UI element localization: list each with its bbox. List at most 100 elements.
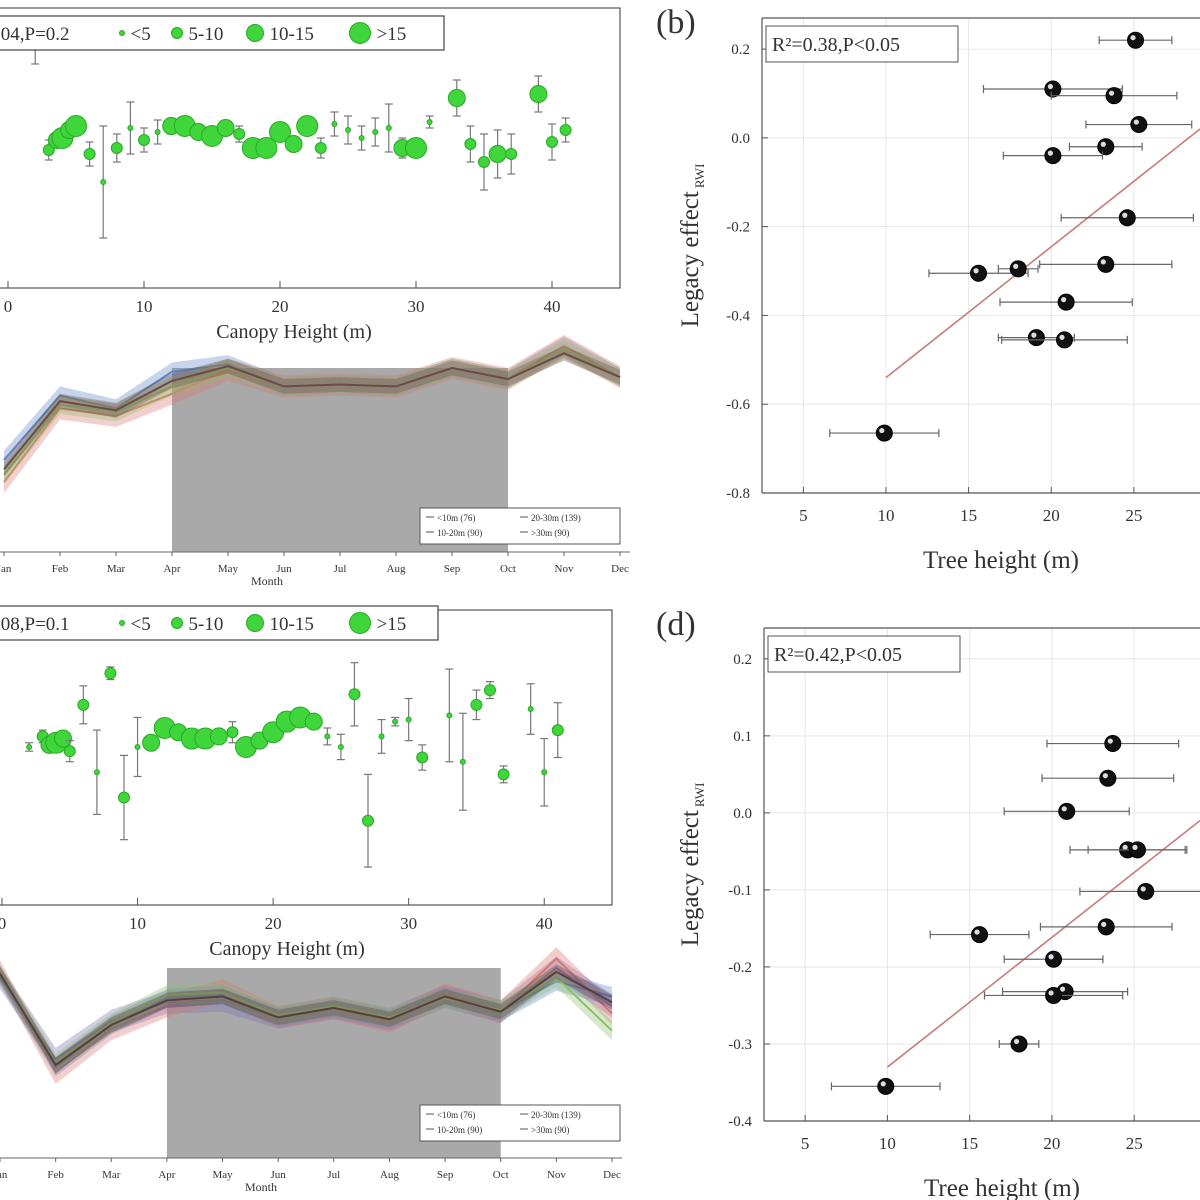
data-point-highlight [1100, 141, 1106, 147]
data-point [154, 129, 161, 135]
data-point-highlight [1132, 844, 1138, 850]
y-tick-label: -0.4 [728, 1114, 752, 1130]
x-tick-label: 30 [408, 297, 425, 316]
data-point-highlight [974, 929, 980, 935]
stat-box [765, 25, 959, 63]
data-point [378, 733, 385, 740]
data-point [405, 137, 427, 159]
panel-d: (d) 5 10 15 20 25 -0.4 -0.3 -0.2 -0.1 0.0 0.1 0.2 Tr… [656, 606, 1200, 1200]
data-point [110, 142, 123, 154]
legend-label: 10-15 [270, 24, 314, 45]
month-label: Dec [603, 1169, 621, 1181]
data-point [77, 698, 90, 711]
month-label: Aug [380, 1169, 399, 1181]
y-tick-label: 0.0 [731, 131, 750, 147]
data-point [1045, 986, 1063, 1004]
data-point [142, 733, 161, 752]
data-point [284, 135, 303, 153]
data-point [527, 706, 534, 713]
top-left-monthly-panel: Jan Feb Mar Apr May Jun Jul Aug Sep Oct Nov Dec Mont… [0, 334, 630, 588]
y-tick-label: -0.1 [728, 883, 752, 899]
data-point [1044, 147, 1062, 165]
data-point-highlight [1031, 332, 1037, 338]
y-tick-label: -0.8 [726, 486, 750, 502]
month-label: May [218, 563, 239, 575]
data-point [26, 743, 33, 750]
x-axis-label: Month [251, 574, 283, 588]
data-point [1099, 769, 1117, 787]
month-label: Jul [334, 563, 347, 575]
data-point [372, 129, 379, 135]
month-label: Jul [327, 1169, 340, 1181]
data-point [324, 733, 331, 740]
data-point [497, 768, 510, 781]
data-point [337, 743, 344, 750]
series-band [0, 964, 612, 1073]
data-point-highlight [1122, 844, 1128, 850]
data-point [269, 121, 291, 143]
x-tick-label: 25 [1126, 1134, 1143, 1153]
data-point [331, 121, 338, 127]
month-label: Oct [493, 1169, 509, 1181]
data-point-highlight [879, 427, 885, 434]
data-point [314, 142, 327, 154]
month-label: Feb [47, 1169, 64, 1181]
legend-box [419, 507, 621, 545]
data-point [1137, 882, 1155, 900]
legend-label: >15 [377, 24, 407, 45]
data-point [385, 125, 392, 131]
y-tick-label: -0.2 [726, 220, 750, 236]
legend-label: 10-20m (90) [437, 1125, 482, 1135]
month-label: Nov [555, 563, 574, 575]
data-point [216, 119, 235, 137]
x-tick-label: 30 [400, 914, 417, 933]
data-point-highlight [1122, 212, 1128, 218]
y-tick-label: 0.2 [733, 652, 752, 668]
x-tick-label: 25 [1125, 506, 1142, 525]
data-point [505, 148, 518, 160]
data-point-highlight [1047, 83, 1053, 90]
legend-label: >15 [377, 614, 407, 635]
data-point [1027, 329, 1045, 347]
data-point [478, 156, 490, 168]
data-point [42, 144, 55, 156]
x-tick-label: 20 [1043, 506, 1060, 525]
data-point [551, 724, 564, 737]
data-point [875, 424, 893, 442]
month-label: Oct [500, 563, 516, 575]
x-tick-label: 20 [272, 297, 289, 316]
legend-label: 10-20m (90) [437, 528, 482, 538]
data-point [459, 758, 466, 765]
data-point [546, 136, 558, 148]
data-point-highlight [1013, 1038, 1020, 1045]
data-point-highlight [1140, 886, 1146, 892]
data-point [93, 769, 100, 776]
legend-marker [119, 620, 125, 626]
data-point-highlight [1061, 297, 1067, 303]
month-label: Apr [158, 1169, 175, 1181]
stat-text: R²=0.42,P<0.05 [774, 644, 902, 666]
data-point [529, 85, 548, 103]
data-point-highlight [1130, 35, 1136, 41]
month-label: Mar [107, 563, 126, 575]
data-point-highlight [1013, 263, 1019, 269]
data-point [559, 124, 572, 136]
data-point [83, 148, 96, 160]
data-point-highlight [1061, 806, 1067, 812]
data-point [1057, 293, 1075, 311]
month-label: Jun [276, 563, 292, 575]
data-point-highlight [1107, 738, 1113, 744]
series-band [0, 964, 612, 1073]
stat-text: .08,P=0.1 [0, 614, 70, 635]
series-line [3, 352, 621, 470]
data-point-highlight [1100, 259, 1106, 265]
x-axis-label: Month [245, 1180, 277, 1194]
month-label: Dec [611, 563, 629, 575]
series-band [4, 340, 620, 484]
data-point [1128, 841, 1146, 859]
data-point [362, 814, 374, 827]
data-point [405, 716, 412, 723]
y-tick-label: -0.3 [728, 1037, 752, 1053]
data-point [358, 135, 365, 141]
data-point [118, 791, 130, 804]
